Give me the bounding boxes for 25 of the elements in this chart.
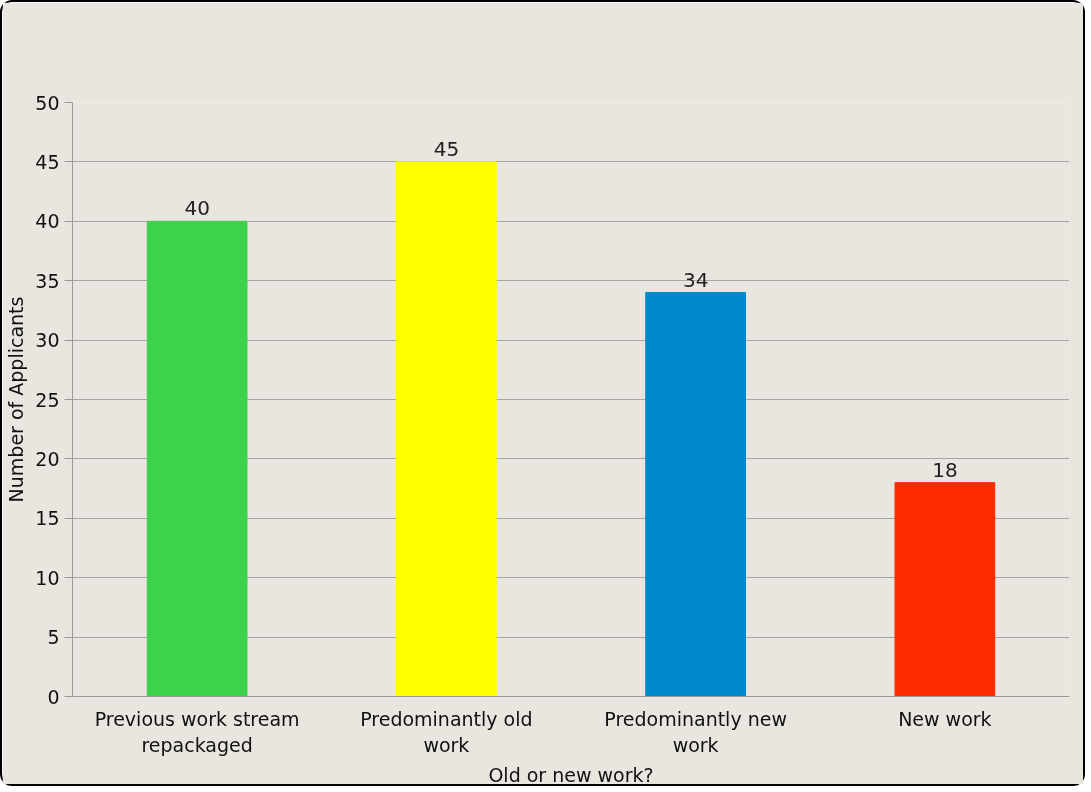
- x-tick-label: New work: [898, 707, 992, 730]
- bar: [396, 161, 497, 697]
- bar: [645, 292, 746, 697]
- x-tick-label: Predominantly old work: [360, 707, 533, 756]
- data-label: 45: [433, 136, 460, 161]
- data-label: 40: [184, 196, 210, 221]
- y-tick-label: 15: [35, 507, 60, 530]
- y-tick-label: 50: [35, 91, 60, 114]
- data-label: 18: [932, 457, 958, 482]
- bar: [894, 482, 996, 697]
- y-tick-label: 20: [35, 447, 60, 470]
- x-tick-label: Previous work stream repackaged: [94, 707, 300, 756]
- y-tick-label: 30: [35, 329, 60, 352]
- y-tick-label: 25: [35, 388, 60, 411]
- y-axis-title: Number of Applicants: [5, 296, 28, 503]
- bar: [146, 220, 248, 697]
- y-tick-label: 35: [35, 269, 60, 292]
- y-tick-label: 5: [47, 626, 60, 649]
- x-tick-label: Predominantly new work: [604, 707, 787, 756]
- x-axis-title: Old or new work?: [488, 763, 654, 786]
- y-tick-label: 45: [35, 150, 60, 173]
- y-tick-label: 0: [47, 685, 60, 708]
- data-label: 34: [682, 267, 709, 292]
- y-tick-label: 10: [35, 566, 60, 589]
- y-tick-label: 40: [35, 210, 60, 233]
